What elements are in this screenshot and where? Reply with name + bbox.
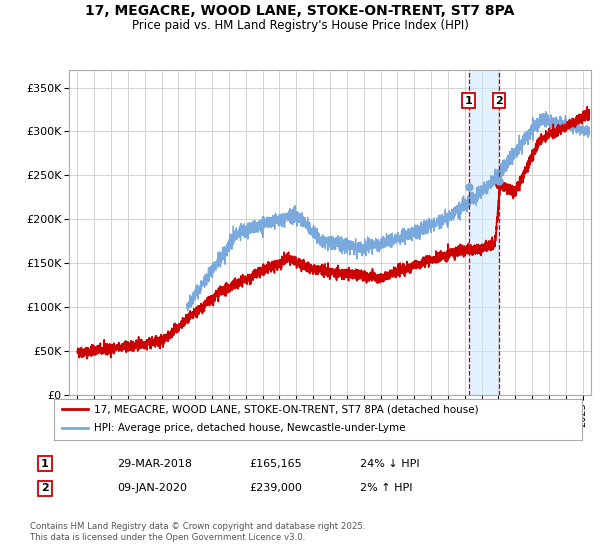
Text: 29-MAR-2018: 29-MAR-2018	[117, 459, 192, 469]
Text: Contains HM Land Registry data © Crown copyright and database right 2025.
This d: Contains HM Land Registry data © Crown c…	[30, 522, 365, 542]
Text: 1: 1	[465, 96, 473, 106]
Text: HPI: Average price, detached house, Newcastle-under-Lyme: HPI: Average price, detached house, Newc…	[94, 423, 405, 433]
Text: £239,000: £239,000	[249, 483, 302, 493]
Bar	[469, 70, 499, 395]
Text: 24% ↓ HPI: 24% ↓ HPI	[360, 459, 419, 469]
Text: 17, MEGACRE, WOOD LANE, STOKE-ON-TRENT, ST7 8PA: 17, MEGACRE, WOOD LANE, STOKE-ON-TRENT, …	[85, 4, 515, 18]
Text: 2% ↑ HPI: 2% ↑ HPI	[360, 483, 413, 493]
Text: Price paid vs. HM Land Registry's House Price Index (HPI): Price paid vs. HM Land Registry's House …	[131, 19, 469, 32]
Text: 09-JAN-2020: 09-JAN-2020	[117, 483, 187, 493]
Text: 2: 2	[495, 96, 503, 106]
Text: 1: 1	[41, 459, 49, 469]
Text: 17, MEGACRE, WOOD LANE, STOKE-ON-TRENT, ST7 8PA (detached house): 17, MEGACRE, WOOD LANE, STOKE-ON-TRENT, …	[94, 404, 478, 414]
Text: 2: 2	[41, 483, 49, 493]
Text: £165,165: £165,165	[249, 459, 302, 469]
